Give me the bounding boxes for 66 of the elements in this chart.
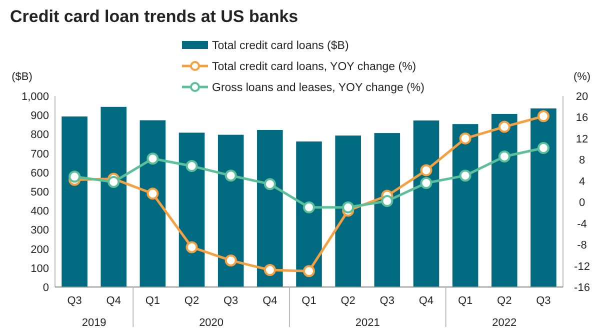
x-tick-label: Q3 [67,295,82,307]
y2-tick-label: 20 [576,91,588,103]
point [186,241,198,254]
y-tick-label: 800 [30,129,49,142]
x-tick-label: Q4 [106,295,121,307]
x-tick-label: Q2 [340,295,356,307]
text: 2022 [492,317,517,329]
point [108,176,120,188]
point [537,142,550,154]
y2-tick-label: -16 [574,282,590,294]
legend-label: Total credit card loans ($B) [212,40,349,52]
point [303,201,315,214]
point [498,120,510,133]
y-tick-label: 100 [30,262,49,275]
point [146,152,159,165]
y-tick-label: 1,000 [21,91,49,103]
text: 2021 [355,317,380,329]
point [537,110,550,122]
y-tick-label: 300 [30,224,49,237]
y2-tick-label: -8 [577,240,587,252]
point [420,164,432,176]
y-tick-label: 700 [30,148,49,160]
point [224,170,237,182]
y2-tick-label: 0 [578,197,586,210]
point [459,170,472,182]
x-tick-label: Q1 [458,295,473,307]
x-tick-label: Q2 [497,295,512,307]
x-tick-label: Q3 [380,295,394,307]
y-tick-label: 400 [30,206,49,218]
y-tick-label: 600 [30,167,49,180]
point [303,265,315,278]
x-tick-label: Q3 [536,295,551,307]
y2-tick-label: 12 [576,133,588,146]
y-axis-title: ($B) [12,71,32,83]
legend-label: Total credit card loans, YOY change (%) [212,61,416,73]
text: 2020 [199,317,224,329]
legend-label: Gross loans and leases, YOY change (%) [212,82,425,94]
y2-tick-label: -4 [577,218,587,230]
point [264,178,276,190]
point [146,188,159,200]
y-tick-label: 0 [42,282,49,294]
x-tick-label: Q1 [145,295,160,307]
point [186,160,198,172]
y2-tick-label: 16 [576,112,588,124]
y-tick-label: 200 [30,244,49,256]
x-tick-label: Q4 [418,295,434,307]
chart-title: Credit card loan trends at US banks [10,7,298,26]
point [224,254,237,266]
point [342,201,354,214]
point [68,170,81,183]
point [420,177,432,190]
point [264,264,276,276]
text: 2019 [82,317,106,329]
point [498,150,510,162]
y2-tick-label: -12 [574,260,590,273]
x-tick-label: Q1 [302,295,316,307]
point [459,132,472,144]
y2-tick-label: 8 [578,154,586,167]
x-tick-label: Q3 [224,295,238,307]
y-tick-label: 900 [30,110,49,122]
y2-axis-title: (%) [573,71,591,83]
y2-tick-label: 4 [578,176,586,188]
x-tick-label: Q2 [184,295,200,307]
y-tick-label: 500 [30,186,49,198]
point [381,195,394,208]
x-tick-label: Q4 [262,295,278,307]
